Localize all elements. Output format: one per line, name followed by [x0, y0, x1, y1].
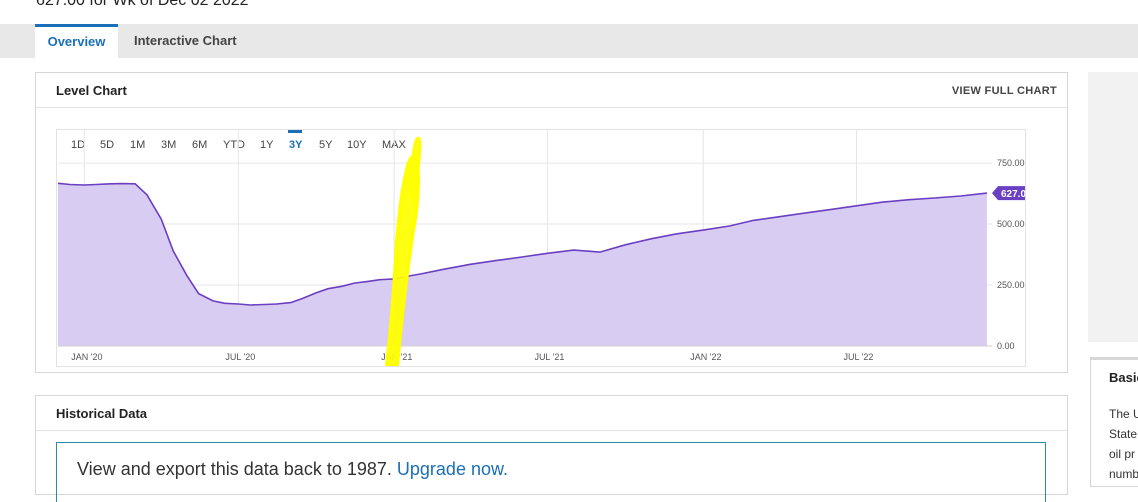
side-ad-box [1088, 72, 1138, 342]
historical-data-panel: Historical Data View and export this dat… [35, 395, 1068, 502]
range-button-1m[interactable]: 1M [130, 139, 146, 151]
level-chart-title: Level Chart [56, 83, 127, 98]
range-button-ytd[interactable]: YTD [223, 139, 245, 151]
basic-info-text: The U State oil pr numb [1109, 404, 1138, 484]
x-tick-label: JUL '22 [844, 352, 874, 362]
historical-data-title: Historical Data [56, 406, 148, 421]
y-tick-label: 500.00 [997, 219, 1025, 229]
page-title-cut: 627.00 for Wk of Dec 02 2022 [36, 0, 249, 9]
tab-bar: Overview Interactive Chart [0, 24, 1138, 58]
chart-frame: 1D5D1M3M6MYTD1Y3Y5Y10YMAX 0.00250.00500.… [56, 129, 1026, 367]
x-tick-label: JAN '20 [71, 352, 102, 362]
range-button-1d[interactable]: 1D [71, 139, 86, 151]
historical-data-header: Historical Data [36, 396, 1067, 431]
basic-info-line: numb [1109, 467, 1138, 481]
range-button-5d[interactable]: 5D [100, 139, 115, 151]
series-area [58, 183, 987, 346]
level-chart-header: Level Chart VIEW FULL CHART [36, 73, 1067, 108]
highlighter-annotation-tip [407, 136, 422, 206]
last-value-label: 627.00 [1001, 189, 1025, 200]
basic-info-line: State [1109, 427, 1138, 441]
upgrade-message: View and export this data back to 1987. … [77, 459, 508, 480]
level-chart: 0.00 250.00 500.00 750.00 JAN '20 JUL '20 JAN … [57, 130, 1025, 366]
range-button-6m[interactable]: 6M [192, 139, 208, 151]
tab-interactive-chart[interactable]: Interactive Chart [134, 33, 237, 48]
upgrade-link[interactable]: Upgrade now. [396, 459, 508, 479]
upgrade-box: View and export this data back to 1987. … [56, 442, 1046, 502]
x-tick-label: JUL '21 [534, 352, 564, 362]
y-tick-label: 750.00 [997, 158, 1025, 168]
range-button-10y[interactable]: 10Y [347, 139, 367, 151]
y-tick-label: 0.00 [997, 341, 1015, 351]
upgrade-text: View and export this data back to 1987. [77, 459, 392, 479]
range-button-1y[interactable]: 1Y [260, 139, 274, 151]
top-strip: 627.00 for Wk of Dec 02 2022 [0, 0, 1138, 24]
last-value-badge: 627.00 [992, 186, 1025, 201]
basic-info-line: The U [1109, 407, 1138, 421]
y-tick-label: 250.00 [997, 280, 1025, 290]
view-full-chart-link[interactable]: VIEW FULL CHART [951, 85, 1057, 97]
basic-info-title: Basic Info [1109, 370, 1138, 385]
range-button-5y[interactable]: 5Y [319, 139, 333, 151]
x-tick-label: JAN '22 [690, 352, 721, 362]
range-button-3m[interactable]: 3M [161, 139, 177, 151]
x-tick-label: JUL '20 [225, 352, 255, 362]
range-selected-indicator [288, 130, 302, 133]
level-chart-panel: Level Chart VIEW FULL CHART 1D 5D 1M 3M 6M YT… [35, 72, 1068, 373]
range-button-3y[interactable]: 3Y [289, 139, 303, 151]
basic-info-panel: Basic Info The U State oil pr numb [1090, 357, 1138, 487]
series-line [57, 182, 987, 306]
basic-info-line: oil pr [1109, 447, 1136, 461]
tab-overview[interactable]: Overview [35, 24, 118, 58]
